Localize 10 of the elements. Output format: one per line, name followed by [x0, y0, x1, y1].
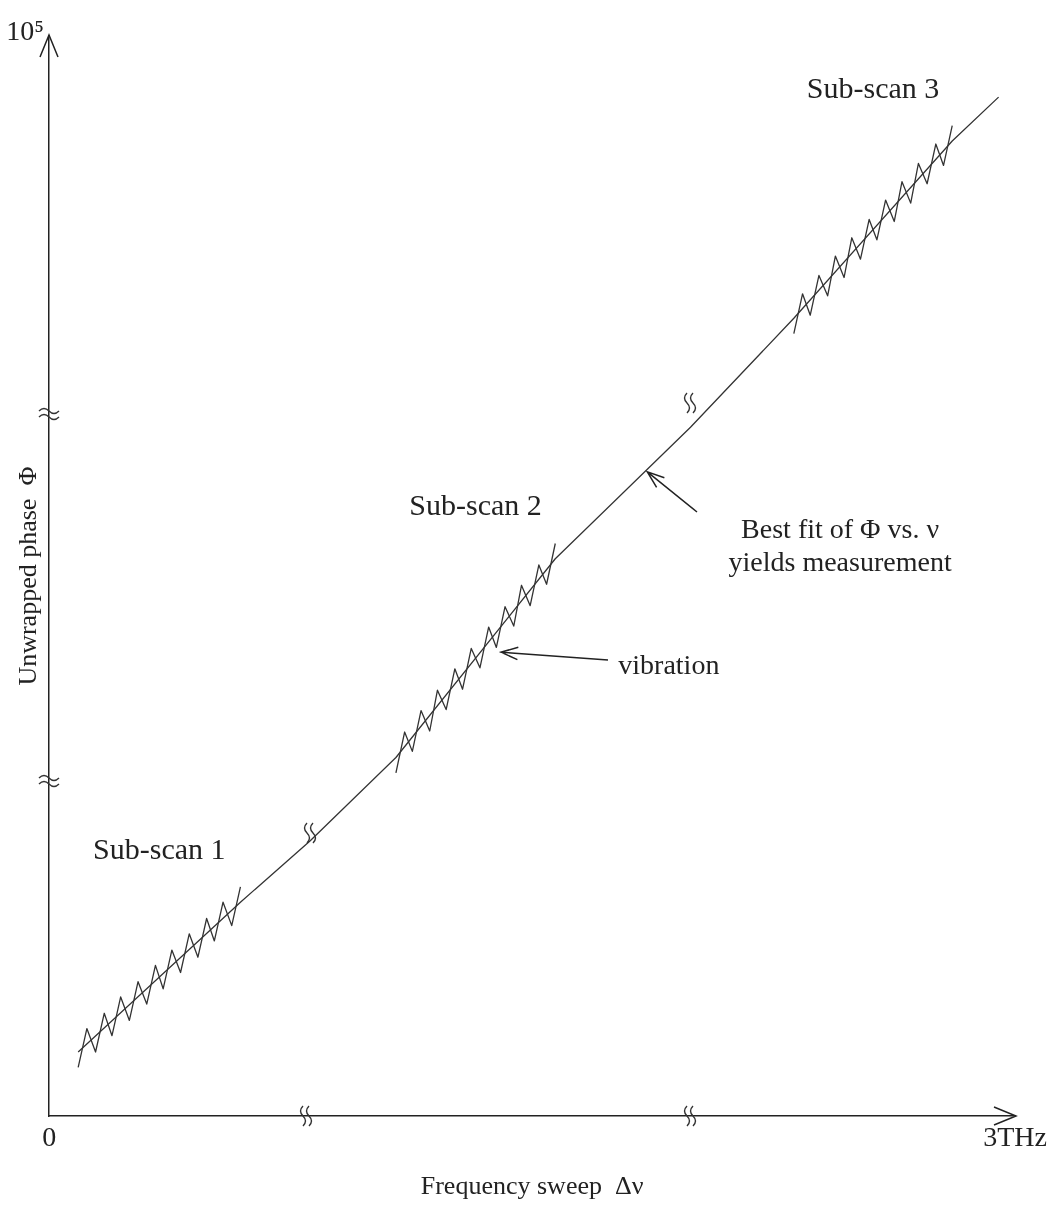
- series-label: Sub-scan 2: [409, 488, 542, 522]
- y-axis-title: Unwrapped phase Φ: [13, 466, 43, 686]
- x-tick-label: 0: [42, 1121, 57, 1153]
- x-tick-label: 3THz: [983, 1121, 1047, 1153]
- series-label: Sub-scan 1: [93, 831, 226, 865]
- x-axis-title: Frequency sweep Δν: [420, 1171, 644, 1201]
- annotation: vibration: [618, 648, 720, 680]
- text: 10⁵: [6, 15, 45, 46]
- annotation: Best fit of Φ vs. ν yields measurement: [728, 513, 952, 578]
- series-label: Sub-scan 3: [806, 70, 940, 104]
